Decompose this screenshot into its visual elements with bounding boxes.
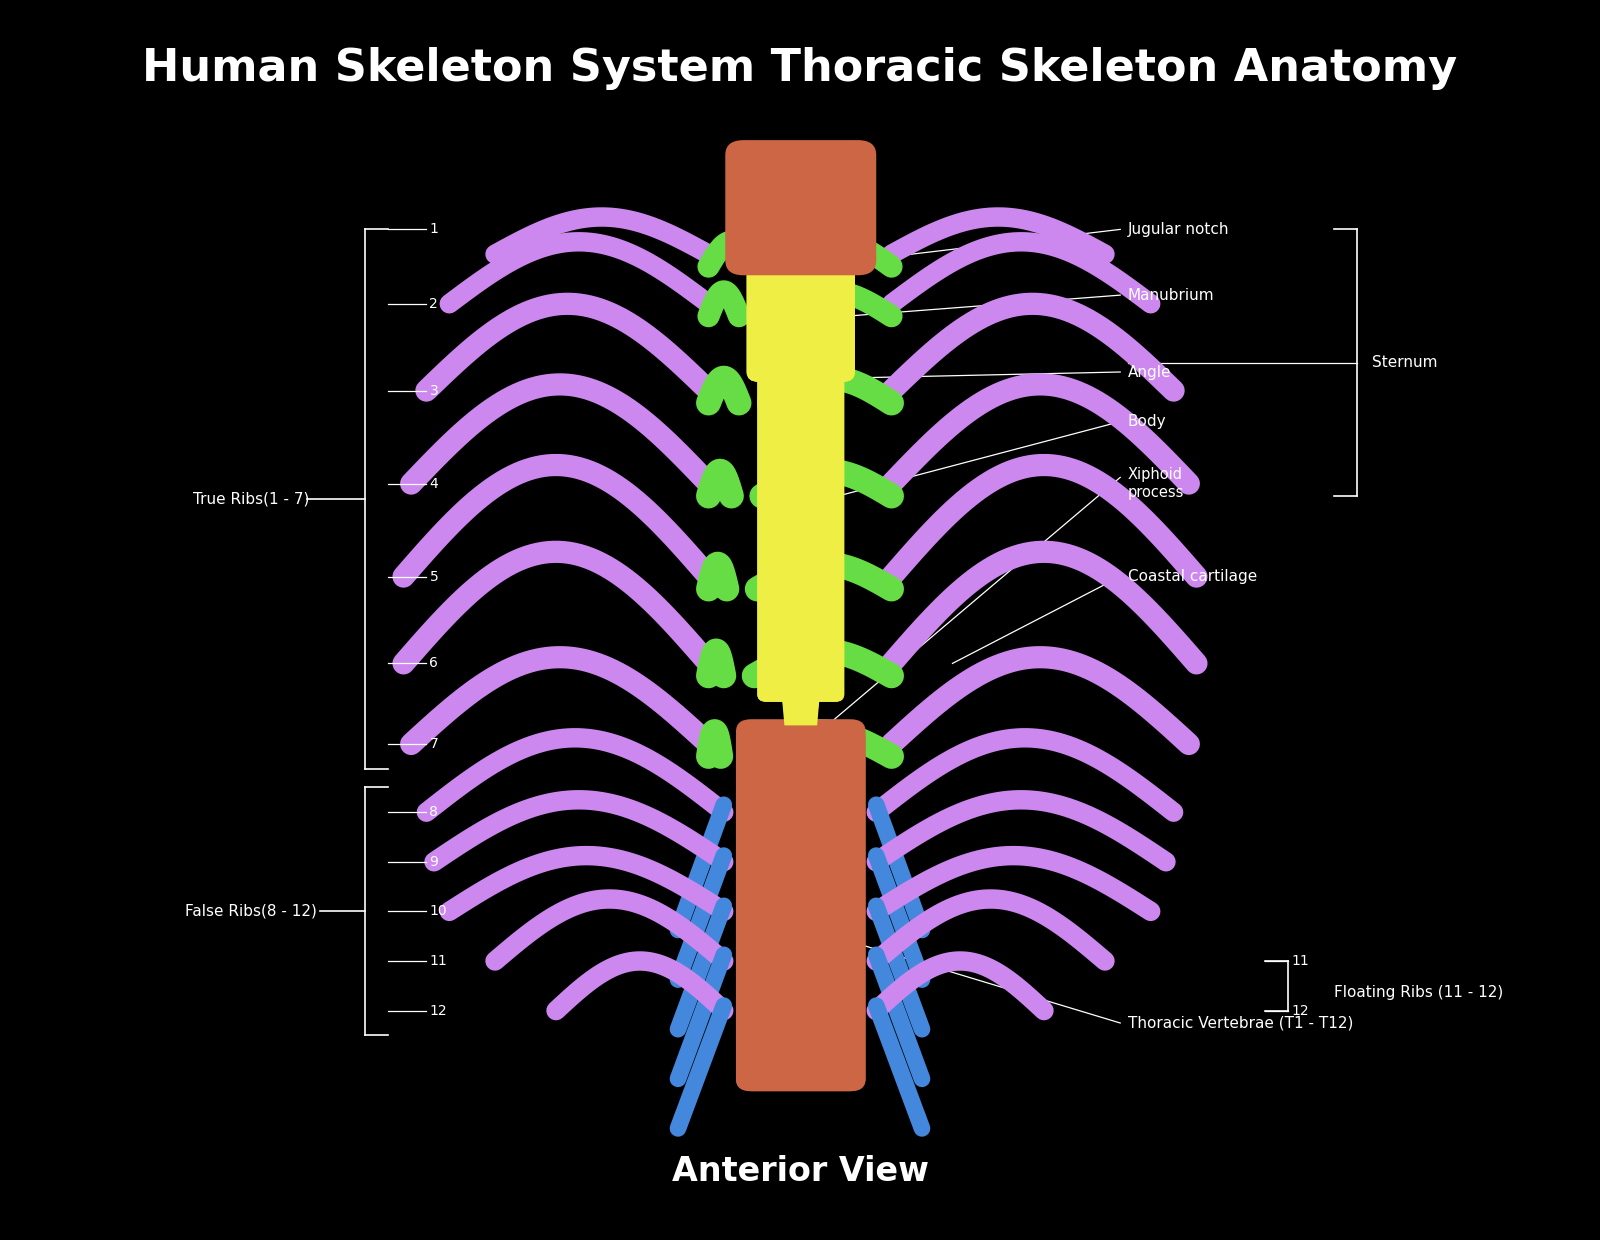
FancyBboxPatch shape: [757, 352, 845, 702]
Text: True Ribs(1 - 7): True Ribs(1 - 7): [194, 491, 309, 507]
FancyBboxPatch shape: [725, 140, 877, 275]
Text: 8: 8: [429, 805, 438, 820]
Text: Thoracic Vertebrae (T1 - T12): Thoracic Vertebrae (T1 - T12): [1128, 1016, 1354, 1030]
Polygon shape: [782, 694, 819, 794]
Text: Floating Ribs (11 - 12): Floating Ribs (11 - 12): [1334, 985, 1502, 999]
Text: 11: 11: [1291, 954, 1309, 968]
Text: Jugular notch: Jugular notch: [1128, 222, 1229, 237]
Text: 11: 11: [429, 954, 448, 968]
FancyBboxPatch shape: [736, 725, 866, 1091]
Text: 6: 6: [429, 656, 438, 671]
Text: Anterior View: Anterior View: [672, 1156, 928, 1188]
Text: Angle: Angle: [1128, 365, 1171, 379]
FancyBboxPatch shape: [731, 149, 869, 273]
Text: 7: 7: [429, 737, 438, 751]
Text: Human Skeleton System Thoracic Skeleton Anatomy: Human Skeleton System Thoracic Skeleton …: [142, 47, 1458, 89]
Text: Coastal cartilage: Coastal cartilage: [1128, 569, 1258, 584]
Text: 12: 12: [429, 1003, 446, 1018]
Text: 5: 5: [429, 569, 438, 584]
Text: 4: 4: [429, 476, 438, 491]
Text: Manubrium: Manubrium: [1128, 288, 1214, 303]
Polygon shape: [782, 694, 819, 800]
Text: Sternum: Sternum: [1371, 355, 1437, 371]
Text: 10: 10: [429, 904, 446, 919]
FancyBboxPatch shape: [747, 250, 854, 382]
Text: 12: 12: [1291, 1003, 1309, 1018]
FancyBboxPatch shape: [736, 719, 866, 1091]
Text: 1: 1: [429, 222, 438, 237]
Text: 3: 3: [429, 383, 438, 398]
FancyBboxPatch shape: [747, 250, 854, 382]
Text: Body: Body: [1128, 414, 1166, 429]
Text: 2: 2: [429, 296, 438, 311]
FancyBboxPatch shape: [757, 352, 845, 702]
Text: False Ribs(8 - 12): False Ribs(8 - 12): [186, 904, 317, 919]
Text: 9: 9: [429, 854, 438, 869]
Text: Xiphoid
process: Xiphoid process: [1128, 467, 1184, 500]
